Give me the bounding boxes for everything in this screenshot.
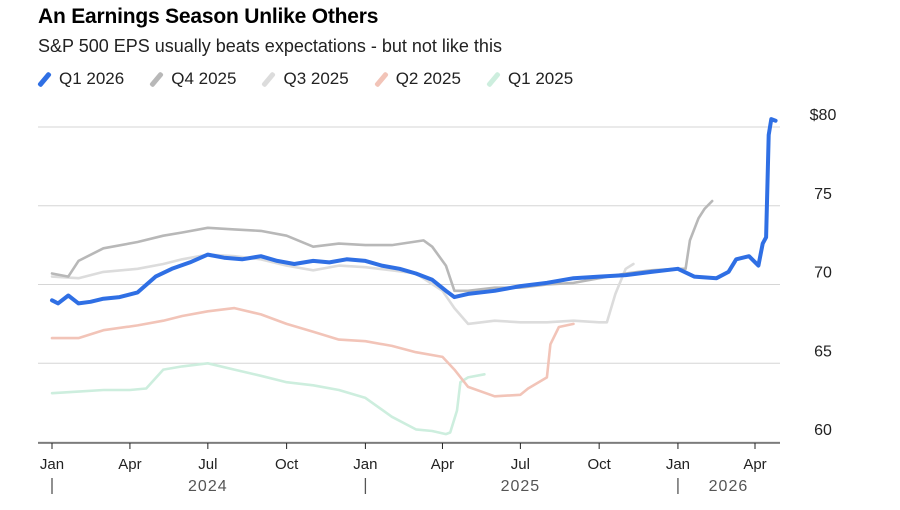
series-line-q3-2025 [50,253,635,326]
y-tick-label: 75 [814,186,832,203]
legend-item: Q2 2025 [373,69,461,89]
legend-label: Q3 2025 [283,69,349,88]
x-tick-label: Jul [511,456,530,473]
y-tick-label: $80 [810,107,837,124]
legend-item: Q4 2025 [149,69,237,89]
year-label: 2026 [709,478,749,495]
legend-item: Q1 2025 [486,69,574,89]
x-tick-label: Oct [587,456,611,473]
series-line-q1-2025 [50,361,486,436]
x-tick-label: Jul [198,456,217,473]
legend-label: Q1 2026 [59,69,125,88]
legend-item: Q1 2026 [37,69,125,89]
legend-label: Q4 2025 [171,69,237,88]
x-tick-label: Apr [118,456,141,473]
x-tick-label: Apr [431,456,454,473]
x-tick-label: Apr [743,456,766,473]
y-tick-label: 60 [814,422,832,439]
year-label: 2025 [501,478,541,495]
legend-label: Q2 2025 [395,69,461,88]
series-line-q1-2026 [50,117,778,306]
series-line-q2-2025 [50,306,575,398]
x-tick-label: Jan [353,456,377,473]
year-label: 2024 [188,478,228,495]
y-tick-label: 65 [814,343,832,360]
x-tick-label: Jan [40,456,64,473]
x-tick-label: Jan [666,456,690,473]
y-tick-label: 70 [814,265,832,282]
chart-legend: Q1 2026 Q4 2025 Q3 2025 Q2 2025 Q1 2025 [37,69,599,89]
chart-subtitle: S&P 500 EPS usually beats expectations -… [38,36,502,56]
chart-title: An Earnings Season Unlike Others [38,5,379,28]
x-tick-label: Oct [275,456,299,473]
legend-label: Q1 2025 [507,69,574,88]
legend-item: Q3 2025 [261,69,349,89]
